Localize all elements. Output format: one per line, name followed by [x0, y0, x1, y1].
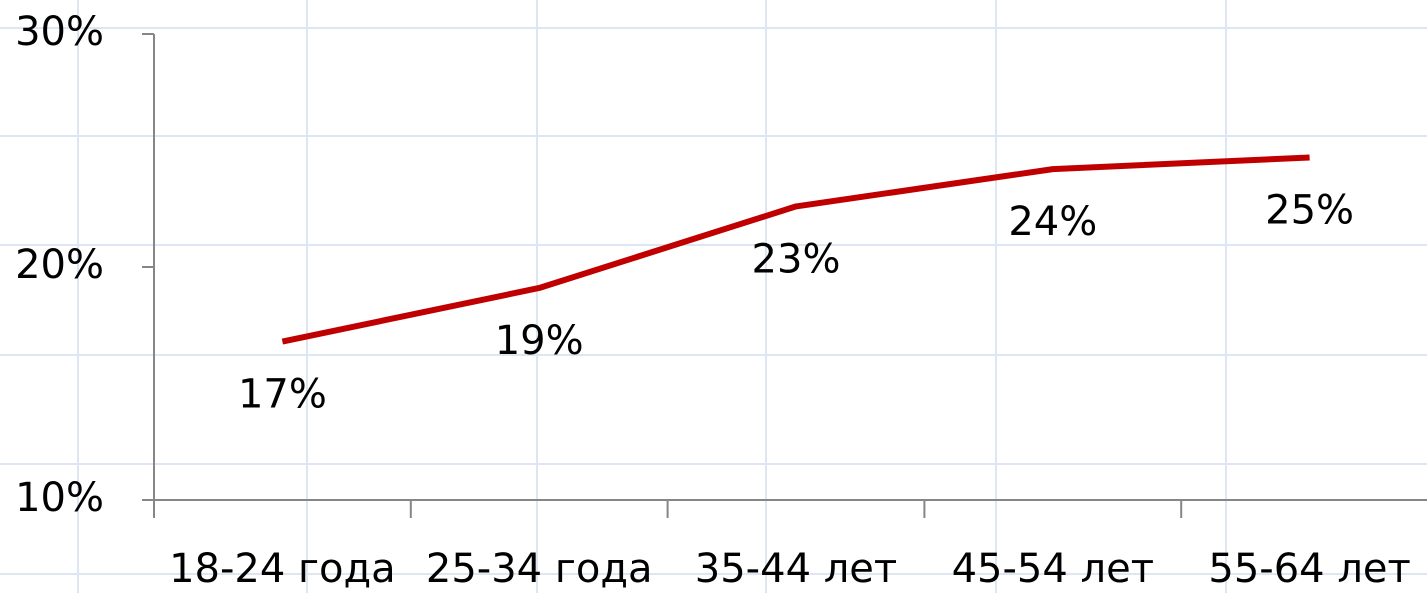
y-tick-label: 10%: [15, 475, 104, 521]
data-label: 17%: [238, 372, 327, 418]
x-tick-label: 35-44 лет: [695, 546, 897, 592]
line: [281, 154, 1310, 345]
data-label: 25%: [1265, 187, 1354, 233]
x-tick-label: 45-54 лет: [952, 546, 1154, 592]
x-tick-label: 18-24 года: [169, 546, 396, 592]
y-tick-label: 20%: [15, 242, 104, 288]
data-label: 23%: [752, 236, 841, 282]
y-tick-label: 30%: [15, 9, 104, 55]
x-tick-label: 55-64 лет: [1208, 546, 1410, 592]
x-tick-label: 25-34 года: [426, 546, 653, 592]
data-label: 19%: [495, 318, 584, 364]
data-label: 24%: [1008, 199, 1097, 245]
